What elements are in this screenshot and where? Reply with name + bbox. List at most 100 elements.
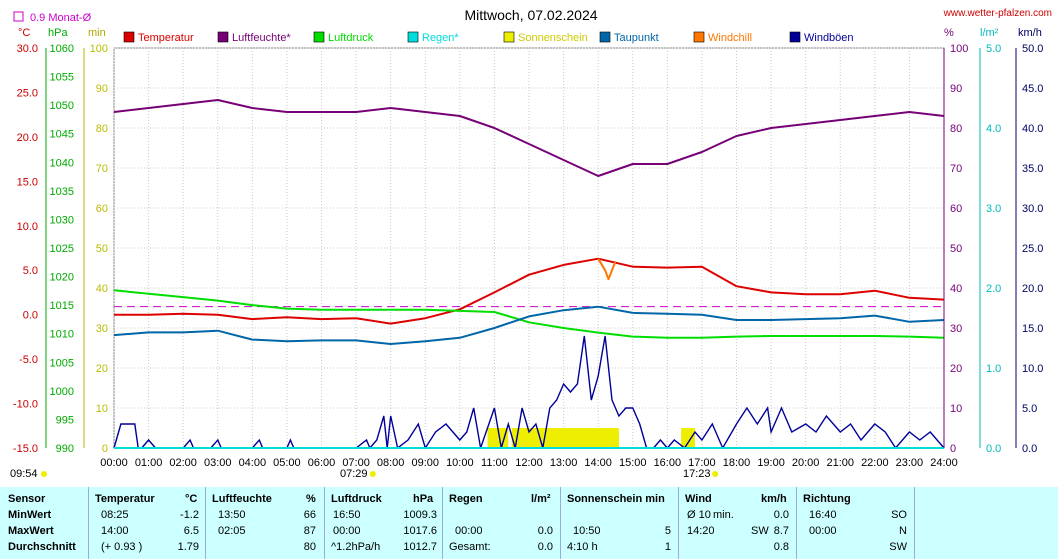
x-tick-label: 24:00 <box>930 457 958 469</box>
stats-value: 1009.3 <box>403 509 437 521</box>
stats-value: 8.7 <box>773 525 789 537</box>
x-tick-label: 00:00 <box>100 457 128 469</box>
y-tick-pressure: 1055 <box>50 72 74 84</box>
stats-time: 14:00 <box>101 525 129 537</box>
series-windchill <box>597 258 617 281</box>
y-tick-wind: 45.0 <box>1022 83 1043 95</box>
stats-value: 6.5 <box>183 525 199 537</box>
y-tick-rain: 2.0 <box>986 283 1001 295</box>
x-tick-label: 05:00 <box>273 457 301 469</box>
stats-time: 08:25 <box>101 509 129 521</box>
stats-col-regen: Regen l/m² 00:00 0.0 Gesamt: 0.0 <box>442 487 561 559</box>
y-tick-sunshine_min: 20 <box>96 363 108 375</box>
stats-header-regen: Regen <box>449 493 483 505</box>
stats-unit: l/m² <box>531 493 551 505</box>
y-tick-pressure: 1010 <box>50 329 74 341</box>
stats-direction: SW <box>889 541 907 553</box>
stats-value: 0.0 <box>773 509 789 521</box>
y-tick-temperature: 10.0 <box>17 221 38 233</box>
y-tick-wind: 20.0 <box>1022 283 1043 295</box>
unit-min: min <box>88 27 106 39</box>
legend-swatch <box>599 31 611 43</box>
y-tick-sunshine_min: 50 <box>96 243 108 255</box>
legend-swatch <box>693 31 705 43</box>
sunshine-bar <box>681 428 695 448</box>
stats-row-label: Durchschnitt <box>8 541 76 553</box>
legend-label: Luftdruck <box>328 32 374 44</box>
sun-marker-icon <box>712 471 719 477</box>
stats-col-richtung: Richtung 16:40 SO 00:00 N SW <box>796 487 915 559</box>
stats-avg-label: Ø 10 <box>687 509 711 521</box>
x-tick-label: 16:00 <box>654 457 682 469</box>
y-tick-temperature: 25.0 <box>17 87 38 99</box>
stats-col-temperatur: Temperatur °C 08:25 -1.2 14:00 6.5 (+ 0.… <box>88 487 205 559</box>
y-tick-humidity: 10 <box>950 403 962 415</box>
y-tick-wind: 15.0 <box>1022 323 1043 335</box>
y-tick-humidity: 70 <box>950 163 962 175</box>
y-tick-humidity: 50 <box>950 243 962 255</box>
stats-value: 0.8 <box>773 541 789 553</box>
y-tick-humidity: 30 <box>950 323 962 335</box>
x-tick-label: 07:00 <box>342 457 370 469</box>
y-tick-rain: 1.0 <box>986 363 1001 375</box>
stats-direction: SW <box>751 525 769 537</box>
y-tick-pressure: 1050 <box>50 100 74 112</box>
y-tick-rain: 3.0 <box>986 203 1001 215</box>
y-tick-temperature: 20.0 <box>17 132 38 144</box>
y-tick-pressure: 1045 <box>50 129 74 141</box>
stats-col-sonnenschein: Sonnenschein min 10:50 5 4:10 h 1 <box>560 487 679 559</box>
series-luftfeuchte <box>113 99 945 177</box>
stats-header-richtung: Richtung <box>803 493 851 505</box>
stats-time: 00:00 <box>455 525 483 537</box>
legend-swatch <box>789 31 801 43</box>
y-tick-wind: 35.0 <box>1022 163 1043 175</box>
y-tick-pressure: 1040 <box>50 157 74 169</box>
stats-time: 00:00 <box>809 525 837 537</box>
y-tick-temperature: 30.0 <box>17 43 38 55</box>
y-tick-wind: 5.0 <box>1022 403 1037 415</box>
x-tick-label: 19:00 <box>757 457 785 469</box>
statistics-table: Sensor MinWert MaxWert Durchschnitt Temp… <box>0 487 1058 559</box>
y-tick-sunshine_min: 30 <box>96 323 108 335</box>
x-tick-label: 04:00 <box>239 457 267 469</box>
monthly-avg-label: 0.9 Monat-Ø <box>30 12 92 24</box>
legend-swatch <box>503 31 515 43</box>
legend-swatch <box>407 31 419 43</box>
stats-value: 1 <box>664 541 671 553</box>
stats-value: 1.79 <box>177 541 199 553</box>
y-tick-sunshine_min: 90 <box>96 83 108 95</box>
chart-title: Mittwoch, 07.02.2024 <box>464 7 597 23</box>
y-tick-pressure: 1025 <box>50 243 74 255</box>
y-tick-temperature: -15.0 <box>13 443 38 455</box>
y-tick-wind: 30.0 <box>1022 203 1043 215</box>
y-tick-humidity: 80 <box>950 123 962 135</box>
stats-time: 14:20 <box>687 525 715 537</box>
y-tick-pressure: 1015 <box>50 300 74 312</box>
site-link[interactable]: www.wetter-pfalzen.com <box>943 8 1052 19</box>
x-tick-label: 10:00 <box>446 457 474 469</box>
stats-time: 16:50 <box>333 509 361 521</box>
y-tick-rain: 4.0 <box>986 123 1001 135</box>
stats-value: 1017.6 <box>403 525 437 537</box>
y-tick-wind: 10.0 <box>1022 363 1043 375</box>
legend: Temperatur Luftfeuchte* Luftdruck Regen* Son… <box>123 31 854 44</box>
y-tick-pressure: 1005 <box>50 357 74 369</box>
stats-header-wind: Wind <box>685 493 712 505</box>
x-tick-label: 08:00 <box>377 457 405 469</box>
legend-swatch <box>313 31 325 43</box>
legend-swatch <box>123 31 135 43</box>
y-tick-pressure: 1035 <box>50 186 74 198</box>
x-tick-label: 12:00 <box>515 457 543 469</box>
stats-time: 00:00 <box>333 525 361 537</box>
stats-trend: ^1.2hPa/h <box>331 541 381 553</box>
stats-header-sensor: Sensor <box>8 493 46 505</box>
x-tick-label: 18:00 <box>723 457 751 469</box>
stats-value: 0.0 <box>537 525 553 537</box>
y-tick-humidity: 0 <box>950 443 956 455</box>
y-tick-humidity: 90 <box>950 83 962 95</box>
x-tick-label: 17:00 <box>688 457 716 469</box>
stats-col-luftfeuchte: Luftfeuchte % 13:50 66 02:05 87 80 <box>205 487 324 559</box>
legend-label: Luftfeuchte* <box>232 32 291 44</box>
stats-value: 0.0 <box>537 541 553 553</box>
stats-direction: SO <box>891 509 907 521</box>
